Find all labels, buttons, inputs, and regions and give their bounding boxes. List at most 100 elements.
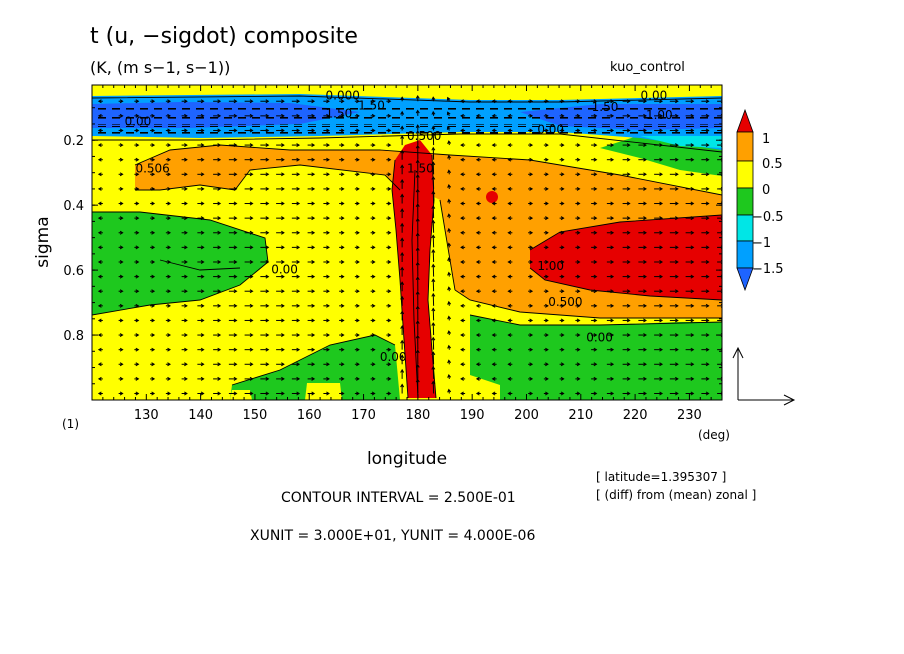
vector-arrow-head [560,172,565,177]
vector-arrow-head [97,289,102,294]
chart-title: t (u, −sigdot) composite [90,24,358,49]
vector-arrow-head [610,362,615,367]
vector-arrow-head [431,110,436,115]
vector-arrow-head [151,99,156,104]
vector-arrow-head [326,99,330,104]
vector-arrow-head [529,201,534,206]
vector-arrow-head [529,274,534,279]
vector-arrow-head [560,376,565,381]
vector-arrow-head [576,318,581,323]
vector-arrow-head [507,303,512,308]
vector-arrow-head [447,330,452,335]
vector-arrow-head [371,186,376,191]
vector-arrow-head [576,376,581,381]
vector-arrow-head [475,347,480,352]
vector-arrow-head [200,376,205,381]
vector-arrow-head [311,143,316,148]
vector-arrow-head [643,157,647,162]
vector-arrow-head [460,318,464,323]
vector-arrow-head [400,368,405,373]
vector-arrow-head [626,157,631,162]
vector-arrow-head [184,303,188,308]
vector-arrow-head [415,109,420,114]
vector-arrow-head [675,376,679,381]
vector-arrow-head [326,318,330,323]
vector-arrow-head [387,157,392,162]
vector-arrow-head [340,289,345,294]
y-axis-label: sigma [33,216,53,267]
region-green-southeast [470,315,722,400]
vector-arrow-head [507,391,512,396]
vector-arrow-head [400,354,405,359]
vector-arrow-head [356,376,360,381]
vector-arrow-head [690,99,695,104]
vector-arrow-head [167,201,172,206]
colorbar-tick-label: 0 [762,183,770,198]
vector-arrow-head [97,391,102,396]
vector-arrow-head [281,99,285,104]
vector-arrow-head [593,376,598,381]
vector-arrow-head [690,143,695,148]
vector-arrow-head [593,201,598,206]
vector-arrow-head [491,172,496,177]
vector-arrow-head [233,99,238,104]
vector-arrow-head [431,365,436,370]
vector-arrow-head [431,125,436,130]
vector-arrow-head [135,347,140,352]
vector-arrow-head [184,143,188,148]
vector-arrow-head [576,113,581,118]
vector-arrow-head [151,216,156,221]
vector-arrow-head [184,245,188,250]
vector-arrow-head [690,289,695,294]
vector-arrow-head [371,289,376,294]
vector-arrow-head [200,245,205,250]
vector-arrow-head [593,347,598,352]
x-tick-label: 170 [351,408,376,423]
vector-arrow-head [135,157,140,162]
vector-arrow-head [296,113,301,118]
y-tick-label: 0.2 [63,134,84,149]
vector-arrow-head [400,164,405,169]
vector-arrow-head [460,113,464,118]
vector-arrow-head [659,289,664,294]
vector-arrow-head [119,303,124,308]
vector-arrow-head [475,186,480,191]
vector-arrow-head [705,347,710,352]
vector-arrow-head [217,333,222,338]
vector-arrow-head [491,333,496,338]
vector-arrow-head [400,281,405,286]
vector-arrow-head [675,260,679,264]
vector-arrow-head [675,186,679,191]
vector-arrow-head [184,186,188,191]
vector-arrow-head [400,135,405,139]
vector-arrow-head [705,274,710,279]
contour-label: 0.00 [125,115,152,129]
vector-arrow-head [233,143,238,148]
vector-arrow-head [431,249,436,253]
vector-arrow-head [311,230,316,235]
vector-arrow-head [233,274,238,279]
vector-arrow-head [690,274,695,279]
vector-arrow-head [217,143,222,148]
vector-arrow-head [265,157,270,162]
vector-arrow-head [415,378,420,383]
vector-arrow-head [400,339,405,344]
vector-arrow-head [491,347,496,352]
vector-arrow-head [643,303,647,308]
vector-arrow-head [249,201,254,206]
colorbar-cell-gt-1 [736,108,754,133]
vector-arrow-head [200,128,205,133]
vector-arrow-head [400,310,405,315]
x-tick-label: 180 [405,408,430,423]
vector-arrow-head [545,113,549,118]
vector-arrow-head [545,333,549,338]
vector-arrow-head [119,113,124,118]
vector-arrow-head [593,289,598,294]
vector-arrow-head [659,157,664,162]
vector-arrow-head [529,347,534,352]
vector-arrow-head [217,391,222,396]
vector-arrow-head [296,143,301,148]
vector-arrow-head [415,203,420,207]
vector-arrow-head [249,289,254,294]
vector-arrow-head [415,247,420,251]
